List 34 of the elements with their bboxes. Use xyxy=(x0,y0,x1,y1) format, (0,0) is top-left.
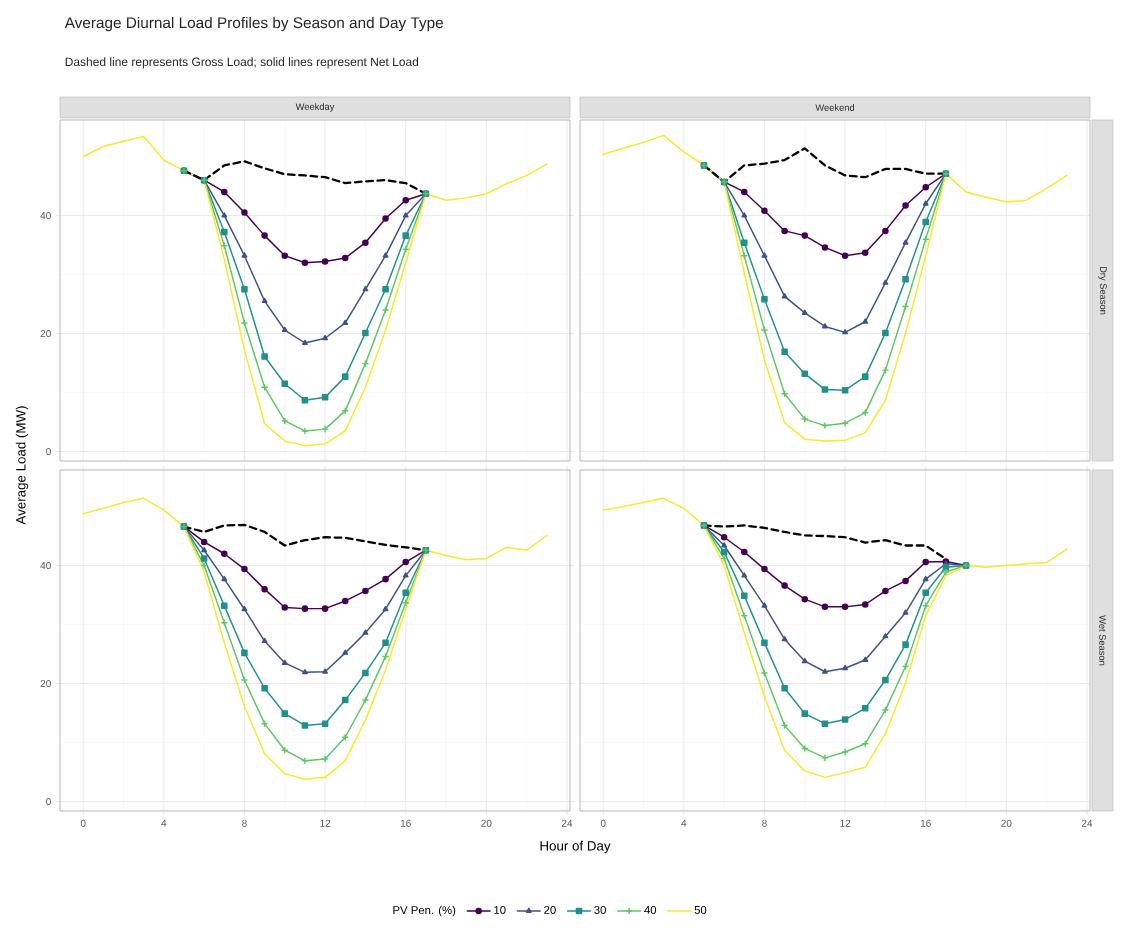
x-tick-label: 12 xyxy=(840,819,851,827)
y-tick-label: 40 xyxy=(40,562,51,570)
x-tick-label: 24 xyxy=(1081,819,1093,827)
x-axis-title: Hour of Day xyxy=(540,840,611,854)
legend-label: 30 xyxy=(594,905,606,914)
x-tick-label: 24 xyxy=(561,819,573,827)
y-tick-label: 20 xyxy=(40,330,51,338)
y-tick-label: 0 xyxy=(46,448,51,456)
x-tick-label: 4 xyxy=(161,819,167,827)
x-tick-label: 8 xyxy=(242,819,247,827)
y-tick-label: 20 xyxy=(40,680,51,688)
chart-subtitle: Dashed line represents Gross Load; solid lines represent Net Load xyxy=(65,57,419,69)
x-tick-label: 20 xyxy=(1001,819,1012,827)
text: Weekend xyxy=(815,104,855,111)
x-tick-label: 8 xyxy=(762,819,767,827)
legend-label: 50 xyxy=(694,905,707,914)
text: Wet Season xyxy=(1099,615,1106,666)
legend-title: PV Pen. (%) xyxy=(393,905,456,917)
chart-title: Average Diurnal Load Profiles by Season and Day Type xyxy=(64,16,443,32)
x-tick-label: 16 xyxy=(920,819,931,827)
legend-label: 40 xyxy=(644,905,657,914)
x-tick-label: 12 xyxy=(320,819,331,827)
x-tick-label: 0 xyxy=(80,819,86,827)
x-tick-label: 20 xyxy=(481,819,492,827)
legend-label: 20 xyxy=(544,905,556,914)
x-tick-label: 0 xyxy=(600,819,606,827)
text: Weekday xyxy=(295,103,335,112)
y-tick-label: 0 xyxy=(46,798,51,806)
text: Dry Season xyxy=(1098,266,1107,315)
x-tick-label: 16 xyxy=(400,819,411,827)
legend-label: 10 xyxy=(494,905,506,914)
y-tick-label: 40 xyxy=(40,212,51,220)
x-tick-label: 4 xyxy=(681,819,687,827)
y-axis-title: Average Load (MW) xyxy=(15,406,29,525)
